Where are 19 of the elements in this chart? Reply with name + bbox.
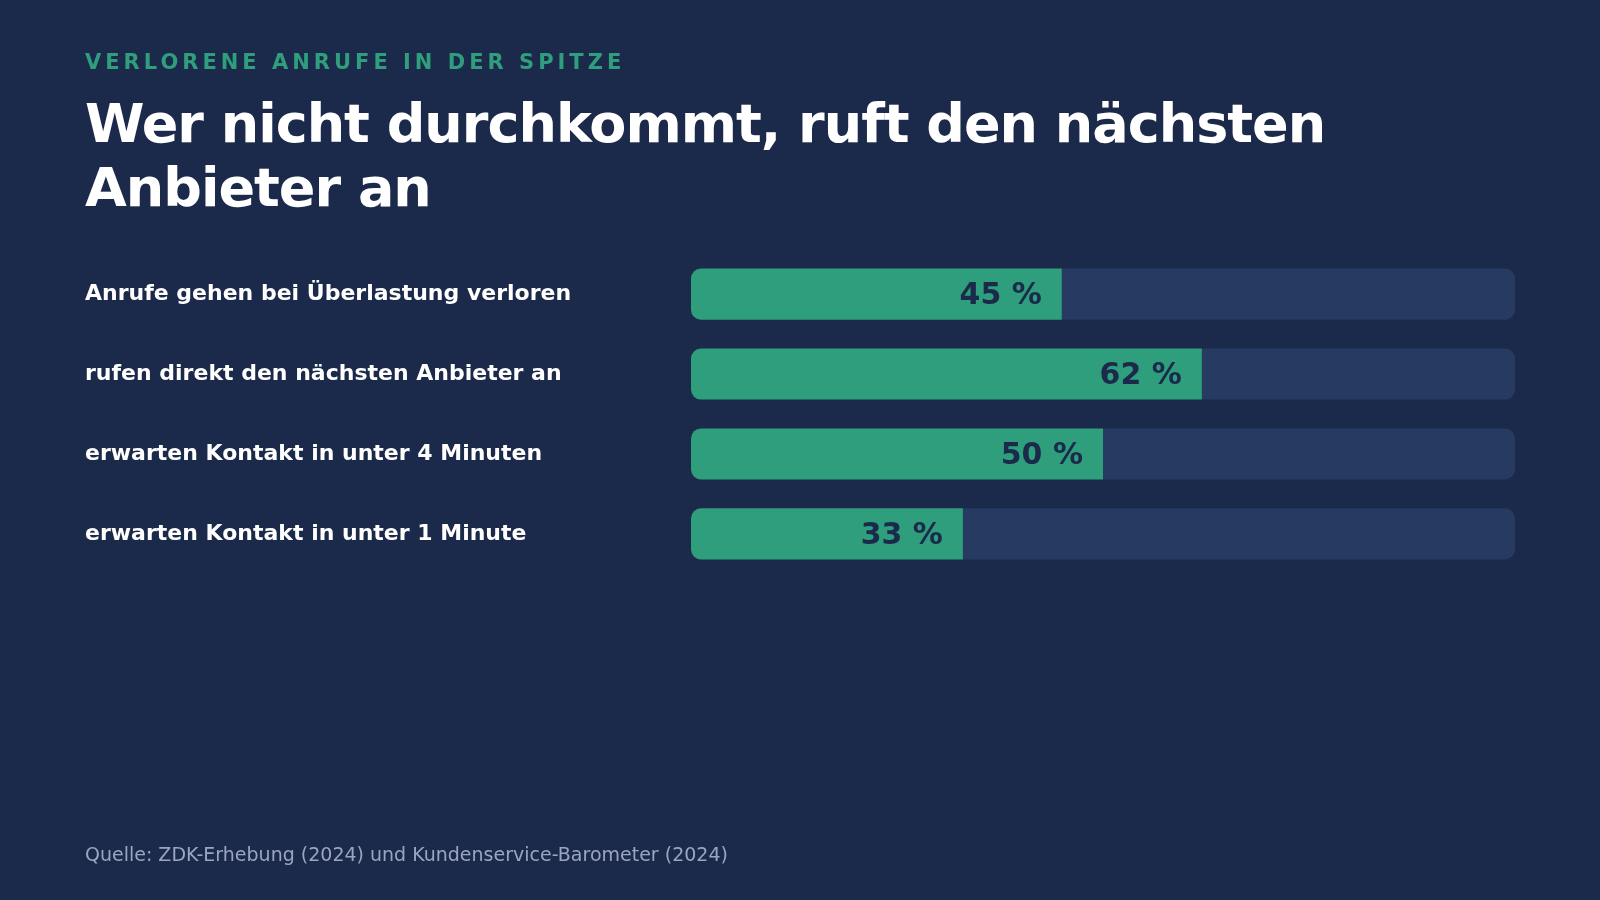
bar bbox=[691, 508, 963, 560]
bar bbox=[962, 508, 1515, 560]
bar bbox=[691, 348, 1202, 400]
bar bbox=[1103, 428, 1515, 480]
data-label: 33 % bbox=[860, 515, 943, 551]
y-tick-label: erwarten Kontakt in unter 1 Minute bbox=[85, 519, 527, 545]
bar bbox=[1201, 348, 1515, 400]
y-tick-label: Anrufe gehen bei Überlastung verloren bbox=[85, 279, 572, 305]
bar bbox=[1061, 268, 1515, 320]
bar bbox=[691, 428, 1103, 480]
source-note: Quelle: ZDK-Erhebung (2024) und Kundenservice-Barometer (2024) bbox=[85, 843, 728, 865]
y-tick-label: rufen direkt den nächsten Anbieter an bbox=[85, 359, 562, 385]
data-label: 50 % bbox=[1000, 435, 1083, 471]
data-label: 45 % bbox=[959, 275, 1042, 311]
bar bbox=[691, 268, 1062, 320]
data-label: 62 % bbox=[1099, 355, 1182, 391]
chart-title: Wer nicht durchkommt, ruft den nächsten Anbieter an bbox=[85, 92, 1327, 220]
text: VERLORENE ANRUFE IN DER SPITZE bbox=[85, 50, 626, 74]
y-tick-label: erwarten Kontakt in unter 4 Minuten bbox=[85, 439, 543, 465]
